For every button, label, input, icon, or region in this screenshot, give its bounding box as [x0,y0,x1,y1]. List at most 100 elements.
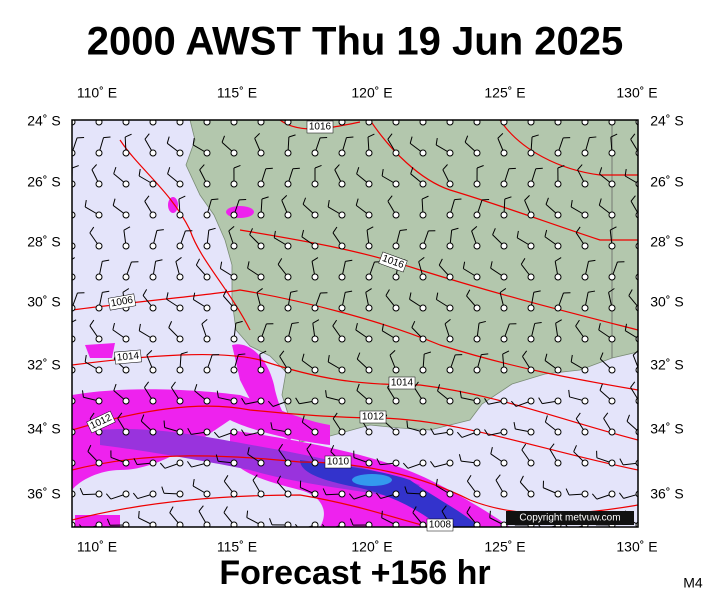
station [608,180,616,188]
station [527,335,535,343]
station [203,397,211,405]
isobar-label: 1008 [426,518,454,532]
barb-feather [142,289,148,296]
station [392,273,400,281]
station [149,335,157,343]
station [230,521,238,527]
copyright: Copyright metvuw.com [519,513,620,524]
lon-label: 115˚ E [217,539,257,555]
station [392,521,400,527]
isobar-label: 1014 [388,376,416,390]
station [365,273,373,281]
barb-feather [555,319,562,324]
isobar-label-text: 1006 [110,295,134,310]
station [473,180,481,188]
station [149,521,157,527]
barb-feather [519,475,524,483]
barb-feather [430,460,435,468]
station [419,459,427,467]
isobar-label-box [107,293,137,311]
station [203,304,211,312]
station [284,366,292,374]
barb-feather [208,227,216,231]
barb-feather [52,524,56,529]
station [500,459,508,467]
barb-feather [464,135,469,143]
station [581,397,589,405]
station [95,490,103,498]
map-frame [71,119,639,528]
barb-feather [247,107,248,114]
lat-label: 26˚ S [650,174,683,190]
station [338,397,346,405]
station [365,211,373,219]
station [257,304,265,312]
barb-feather [464,106,466,113]
station [446,242,454,250]
station [122,120,130,126]
barb-feather [223,475,229,482]
barb-feather [113,383,117,391]
station [446,428,454,436]
lat-label: 30˚ S [650,294,683,310]
barb-feather [570,199,573,208]
station [311,459,319,467]
barb-feather [112,322,115,330]
barb-feather [261,196,269,200]
barb-feather [435,137,438,146]
station [473,490,481,498]
station [311,397,319,405]
barb-staff [72,431,73,432]
station [392,120,400,126]
barb-feather [554,257,562,262]
barb-feather [64,444,68,449]
station [527,428,535,436]
barb-feather [168,321,173,328]
station [527,211,535,219]
barb-feather [510,400,517,407]
barb-feather [356,167,360,175]
barb-staff [639,231,643,246]
barb-feather [355,323,358,331]
station [554,304,562,312]
station [95,459,103,467]
station [257,242,265,250]
station [257,211,265,219]
station [554,242,562,250]
station [500,211,508,219]
station [203,211,211,219]
station [176,397,184,405]
barb-feather [175,257,182,262]
barb-feather [279,350,285,357]
station [365,490,373,498]
barb-staff [72,525,73,526]
station [527,397,535,405]
station [419,273,427,281]
station [392,397,400,405]
barb-feather [442,164,448,171]
lat-label: 26˚ S [27,174,60,190]
barb-feather [60,198,63,205]
barb-feather [67,102,72,107]
barb-feather [235,320,243,324]
barb-feather [456,431,463,438]
barb-feather [72,319,77,323]
barb-feather [424,351,432,355]
barb-feather [478,320,486,324]
barb-feather [400,106,407,107]
barb-feather [444,318,451,325]
barb-feather [466,475,472,482]
station [122,459,130,467]
station [635,180,638,188]
barb-feather [138,323,141,331]
station [608,490,616,498]
station [446,273,454,281]
barb-feather [471,225,478,232]
station [95,211,103,219]
station [554,366,562,374]
barb-feather [312,319,320,324]
barb-feather [628,289,633,296]
station [365,428,373,436]
isobar-label-text: 1008 [429,520,452,531]
lat-label: 36˚ S [27,486,60,502]
